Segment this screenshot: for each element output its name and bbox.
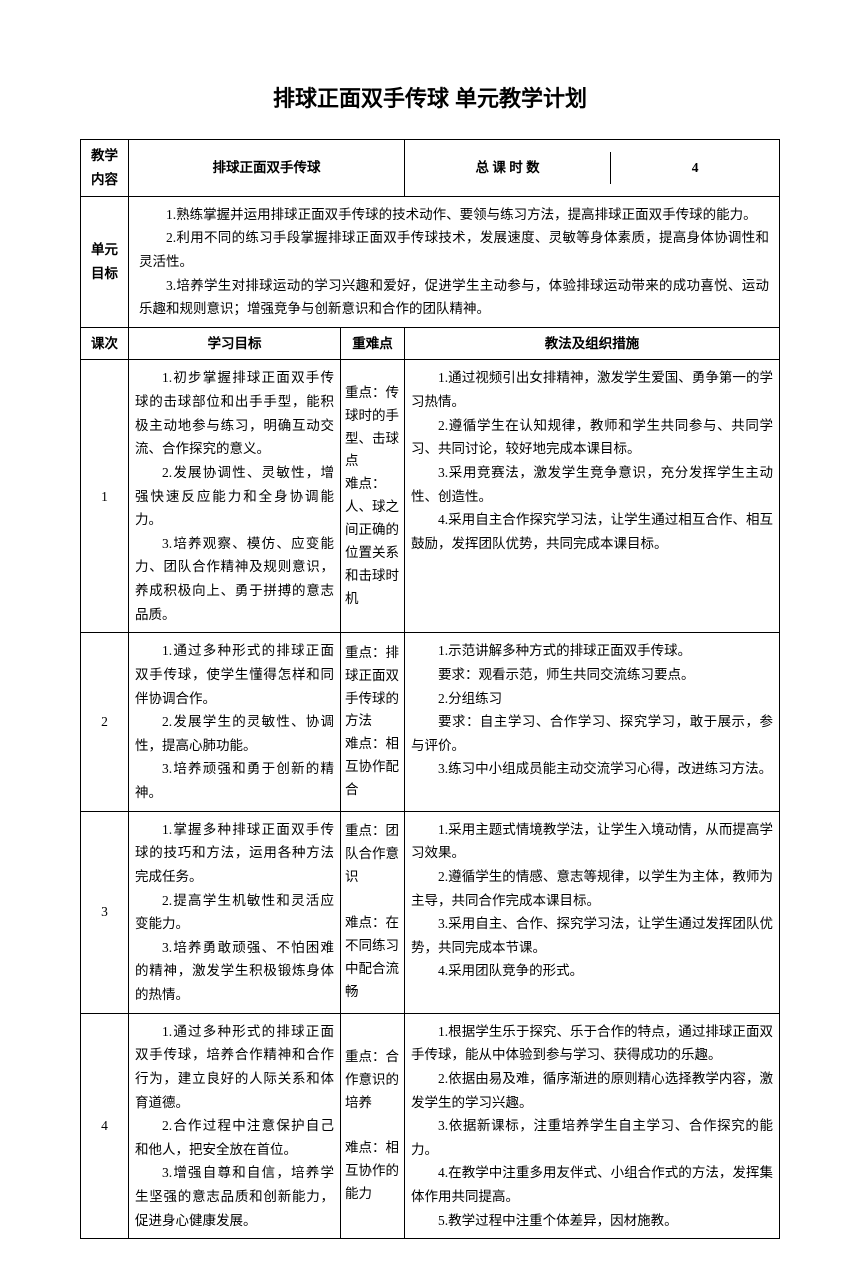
goal-item: 2.合作过程中注意保护自己和他人，把安全放在首位。 <box>135 1114 334 1161</box>
method-item: 4.采用自主合作探究学习法，让学生通过相互合作、相互鼓励，发挥团队优势，共同完成… <box>411 508 773 555</box>
keypoint-line: 难点：相互协作配合 <box>345 733 400 802</box>
method-item: 2.依据由易及难，循序渐进的原则精心选择教学内容，激发学生的学习兴趣。 <box>411 1067 773 1114</box>
col-num: 课次 <box>81 327 129 360</box>
lesson-number: 1 <box>81 360 129 633</box>
page-title: 排球正面双手传球 单元教学计划 <box>80 80 780 117</box>
unit-goal-2: 2.利用不同的练习手段掌握排球正面双手传球技术，发展速度、灵敏等身体素质，提高身… <box>139 226 769 273</box>
lesson-keypoints: 重点：合作意识的培养 难点：相互协作的能力 <box>341 1013 405 1239</box>
lesson-row: 41.通过多种形式的排球正面双手传球，培养合作精神和合作行为，建立良好的人际关系… <box>81 1013 780 1239</box>
content-label: 教学内容 <box>81 140 129 196</box>
lesson-goals: 1.通过多种形式的排球正面双手传球，培养合作精神和合作行为，建立良好的人际关系和… <box>129 1013 341 1239</box>
lesson-goals: 1.通过多种形式的排球正面双手传球，使学生懂得怎样和同伴协调合作。2.发展学生的… <box>129 633 341 811</box>
goal-item: 1.初步掌握排球正面双手传球的击球部位和出手手型，能积极主动地参与练习，明确互动… <box>135 366 334 461</box>
total-value: 4 <box>611 152 779 184</box>
goal-item: 2.提高学生机敏性和灵活应变能力。 <box>135 889 334 936</box>
method-item: 5.教学过程中注重个体差异，因材施教。 <box>411 1209 773 1233</box>
lesson-keypoints: 重点：排球正面双手传球的方法难点：相互协作配合 <box>341 633 405 811</box>
method-item: 2.分组练习 <box>411 687 773 711</box>
content-value: 排球正面双手传球 <box>129 140 405 196</box>
lesson-keypoints: 重点：传球时的手型、击球点难点：人、球之间正确的位置关系和击球时机 <box>341 360 405 633</box>
method-item: 1.采用主题式情境教学法，让学生入境动情，从而提高学习效果。 <box>411 818 773 865</box>
method-item: 2.遵循学生在认知规律，教师和学生共同参与、共同学习、共同讨论，较好地完成本课目… <box>411 414 773 461</box>
unit-goals-label: 单元目标 <box>81 196 129 327</box>
lesson-methods: 1.采用主题式情境教学法，让学生入境动情，从而提高学习效果。2.遵循学生的情感、… <box>405 811 780 1013</box>
keypoint-line <box>345 1114 400 1137</box>
lesson-methods: 1.通过视频引出女排精神，激发学生爱国、勇争第一的学习热情。2.遵循学生在认知规… <box>405 360 780 633</box>
goal-item: 2.发展学生的灵敏性、协调性，提高心肺功能。 <box>135 710 334 757</box>
lesson-row: 11.初步掌握排球正面双手传球的击球部位和出手手型，能积极主动地参与练习，明确互… <box>81 360 780 633</box>
goal-item: 1.掌握多种排球正面双手传球的技巧和方法，运用各种方法完成任务。 <box>135 818 334 889</box>
goal-item: 2.发展协调性、灵敏性，增强快速反应能力和全身协调能力。 <box>135 461 334 532</box>
goal-item: 3.增强自尊和自信，培养学生坚强的意志品质和创新能力，促进身心健康发展。 <box>135 1161 334 1232</box>
goal-item: 1.通过多种形式的排球正面双手传球，使学生懂得怎样和同伴协调合作。 <box>135 639 334 710</box>
plan-table: 教学内容 排球正面双手传球 总 课 时 数 4 单元目标 1.熟练掌握并运用排球… <box>80 139 780 1239</box>
lesson-number: 3 <box>81 811 129 1013</box>
method-item: 1.示范讲解多种方式的排球正面双手传球。 <box>411 639 773 663</box>
lesson-row: 31.掌握多种排球正面双手传球的技巧和方法，运用各种方法完成任务。2.提高学生机… <box>81 811 780 1013</box>
col-key: 重难点 <box>341 327 405 360</box>
lesson-number: 4 <box>81 1013 129 1239</box>
method-item: 3.练习中小组成员能主动交流学习心得，改进练习方法。 <box>411 757 773 781</box>
goal-item: 3.培养顽强和勇于创新的精神。 <box>135 757 334 804</box>
unit-goals-content: 1.熟练掌握并运用排球正面双手传球的技术动作、要领与练习方法，提高排球正面双手传… <box>129 196 780 327</box>
goal-item: 3.培养勇敢顽强、不怕困难的精神，激发学生积极锻炼身体的热情。 <box>135 936 334 1007</box>
method-item: 3.采用竞赛法，激发学生竞争意识，充分发挥学生主动性、创造性。 <box>411 461 773 508</box>
lesson-number: 2 <box>81 633 129 811</box>
method-item: 要求：自主学习、合作学习、探究学习，敢于展示，参与评价。 <box>411 710 773 757</box>
total-row: 总 课 时 数 4 <box>405 140 780 196</box>
keypoint-line: 难点：人、球之间正确的位置关系和击球时机 <box>345 473 400 611</box>
total-label: 总 课 时 数 <box>405 152 611 184</box>
keypoint-line: 难点：在不同练习中配合流畅 <box>345 912 400 1004</box>
lesson-keypoints: 重点：团队合作意识 难点：在不同练习中配合流畅 <box>341 811 405 1013</box>
column-header-row: 课次 学习目标 重难点 教法及组织措施 <box>81 327 780 360</box>
keypoint-line: 重点：排球正面双手传球的方法 <box>345 642 400 734</box>
col-goal: 学习目标 <box>129 327 341 360</box>
lesson-row: 21.通过多种形式的排球正面双手传球，使学生懂得怎样和同伴协调合作。2.发展学生… <box>81 633 780 811</box>
lesson-methods: 1.示范讲解多种方式的排球正面双手传球。要求：观看示范，师生共同交流练习要点。2… <box>405 633 780 811</box>
col-method: 教法及组织措施 <box>405 327 780 360</box>
goal-item: 3.培养观察、模仿、应变能力、团队合作精神及规则意识，养成积极向上、勇于拼搏的意… <box>135 532 334 627</box>
method-item: 4.在教学中注重多用友伴式、小组合作式的方法，发挥集体作用共同提高。 <box>411 1161 773 1208</box>
keypoint-line: 重点：合作意识的培养 <box>345 1046 400 1115</box>
keypoint-line: 难点：相互协作的能力 <box>345 1137 400 1206</box>
lesson-methods: 1.根据学生乐于探究、乐于合作的特点，通过排球正面双手传球，能从中体验到参与学习… <box>405 1013 780 1239</box>
keypoint-line: 重点：传球时的手型、击球点 <box>345 382 400 474</box>
method-item: 2.遵循学生的情感、意志等规律，以学生为主体，教师为主导，共同合作完成本课目标。 <box>411 865 773 912</box>
unit-goal-1: 1.熟练掌握并运用排球正面双手传球的技术动作、要领与练习方法，提高排球正面双手传… <box>139 203 769 227</box>
method-item: 1.根据学生乐于探究、乐于合作的特点，通过排球正面双手传球，能从中体验到参与学习… <box>411 1020 773 1067</box>
method-item: 3.采用自主、合作、探究学习法，让学生通过发挥团队优势，共同完成本节课。 <box>411 912 773 959</box>
method-item: 4.采用团队竞争的形式。 <box>411 959 773 983</box>
method-item: 3.依据新课标，注重培养学生自主学习、合作探究的能力。 <box>411 1114 773 1161</box>
goal-item: 1.通过多种形式的排球正面双手传球，培养合作精神和合作行为，建立良好的人际关系和… <box>135 1020 334 1115</box>
lesson-goals: 1.初步掌握排球正面双手传球的击球部位和出手手型，能积极主动地参与练习，明确互动… <box>129 360 341 633</box>
keypoint-line: 重点：团队合作意识 <box>345 820 400 889</box>
header-row: 教学内容 排球正面双手传球 总 课 时 数 4 <box>81 140 780 196</box>
method-item: 要求：观看示范，师生共同交流练习要点。 <box>411 663 773 687</box>
method-item: 1.通过视频引出女排精神，激发学生爱国、勇争第一的学习热情。 <box>411 366 773 413</box>
lesson-goals: 1.掌握多种排球正面双手传球的技巧和方法，运用各种方法完成任务。2.提高学生机敏… <box>129 811 341 1013</box>
keypoint-line <box>345 889 400 912</box>
unit-goal-3: 3.培养学生对排球运动的学习兴趣和爱好，促进学生主动参与，体验排球运动带来的成功… <box>139 274 769 321</box>
unit-goals-row: 单元目标 1.熟练掌握并运用排球正面双手传球的技术动作、要领与练习方法，提高排球… <box>81 196 780 327</box>
